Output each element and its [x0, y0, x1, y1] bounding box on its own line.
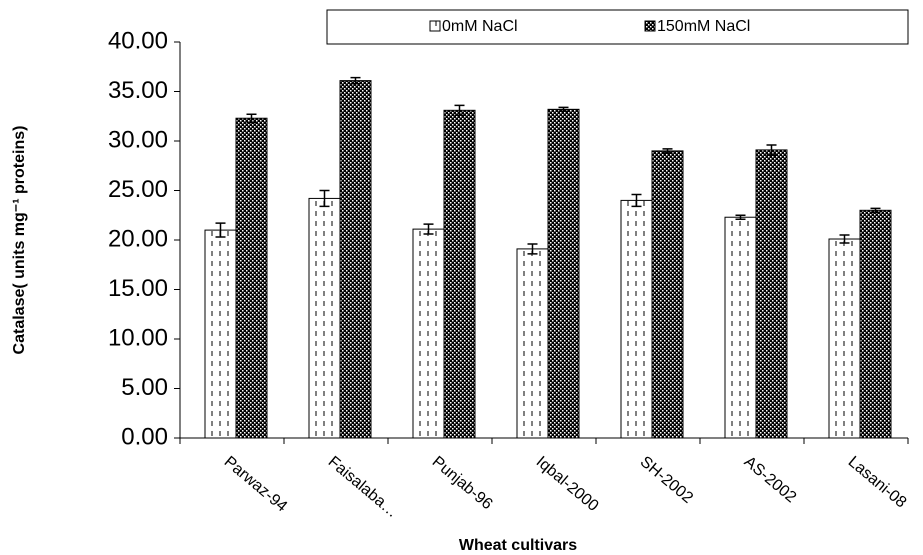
y-tick-label: 5.00 — [121, 374, 168, 401]
x-tick-label: Parwaz-94 — [221, 453, 291, 515]
error-bar — [454, 104, 465, 117]
legend-swatch — [644, 20, 656, 32]
x-tick-label: SH-2002 — [637, 453, 696, 507]
bar — [651, 150, 684, 439]
error-bar — [423, 223, 434, 235]
bar — [308, 197, 341, 439]
error-bar — [839, 234, 850, 244]
y-axis-label: Catalase( units mg⁻¹ proteins) — [11, 126, 28, 355]
bar — [204, 229, 237, 439]
error-bar — [735, 214, 746, 220]
y-tick-label: 0.00 — [121, 423, 168, 450]
y-tick-label: 40.00 — [108, 27, 168, 54]
y-tick-label: 20.00 — [108, 225, 168, 252]
x-tick-label: AS-2002 — [741, 453, 800, 506]
error-bar — [215, 222, 226, 238]
x-tick-label: Lasani-08 — [845, 453, 910, 511]
x-tick-label: Punjab-96 — [429, 453, 496, 513]
error-bar — [870, 207, 881, 214]
x-axis-label: Wheat cultivars — [459, 537, 577, 554]
bar — [828, 238, 861, 439]
error-bar — [558, 106, 569, 113]
y-tick-label: 35.00 — [108, 77, 168, 104]
bar — [620, 199, 653, 439]
x-tick-label: Faisalaba… — [325, 453, 401, 521]
error-bar — [319, 189, 330, 208]
bar — [859, 209, 892, 439]
legend-box — [326, 9, 909, 45]
error-bar — [350, 76, 361, 85]
legend-label: 0mM NaCl — [442, 18, 518, 35]
x-tick-label: Iqbal-2000 — [533, 453, 602, 515]
bar — [755, 149, 788, 439]
y-tick-label: 25.00 — [108, 176, 168, 203]
error-bar — [246, 113, 257, 123]
bar — [516, 248, 549, 439]
y-tick-label: 30.00 — [108, 126, 168, 153]
bar — [724, 216, 757, 439]
error-bar — [662, 148, 673, 154]
bar — [547, 108, 580, 439]
legend-label: 150mM NaCl — [657, 18, 750, 35]
y-tick-label: 10.00 — [108, 324, 168, 351]
bar — [235, 117, 268, 439]
bar — [412, 228, 445, 439]
bar — [443, 109, 476, 439]
bar — [339, 80, 372, 439]
error-bar — [631, 193, 642, 208]
error-bar — [527, 243, 538, 255]
error-bar — [766, 144, 777, 156]
y-tick-label: 15.00 — [108, 275, 168, 302]
legend-swatch — [429, 20, 441, 32]
